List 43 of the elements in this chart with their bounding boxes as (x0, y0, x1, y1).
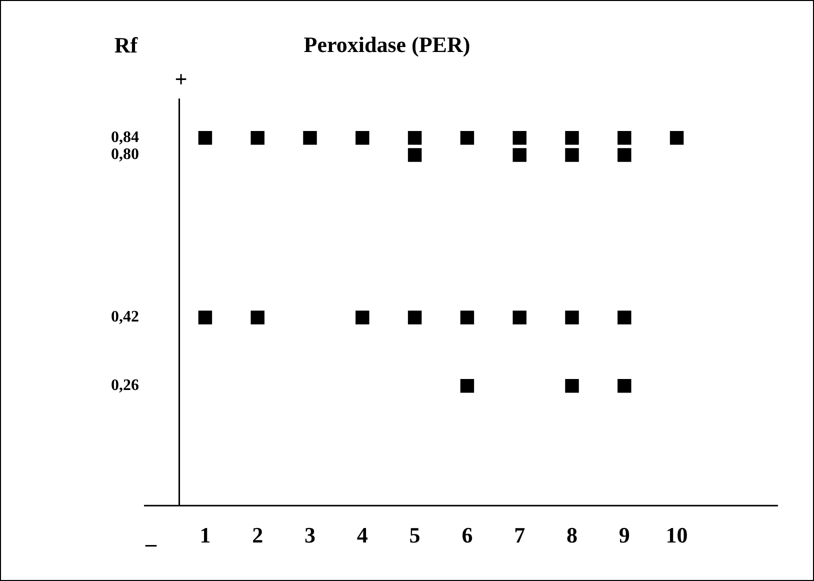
point (356, 310, 370, 324)
x-tick-label: 8 (566, 522, 578, 548)
point (565, 310, 579, 324)
point (408, 310, 422, 324)
x-tick-label: 5 (409, 522, 420, 548)
point (198, 131, 212, 145)
y-axis-title: Rf (114, 32, 138, 58)
point (460, 131, 474, 145)
point (618, 131, 632, 145)
point (408, 131, 422, 145)
point (460, 379, 474, 393)
point (250, 131, 264, 145)
point (565, 131, 579, 145)
point (618, 310, 632, 324)
point (356, 131, 370, 145)
point (460, 310, 474, 324)
point (408, 148, 422, 162)
point (303, 131, 317, 145)
point (512, 148, 526, 162)
x-tick-label: 1 (200, 522, 211, 548)
point (618, 148, 632, 162)
point (565, 379, 579, 393)
x-tick-label: 6 (462, 522, 473, 548)
y-tick-label: 0,80 (111, 146, 139, 164)
point (198, 310, 212, 324)
chart-title: Peroxidase (PER) (304, 32, 470, 57)
point (250, 310, 264, 324)
x-tick-label: 7 (514, 522, 526, 548)
point (565, 148, 579, 162)
x-tick-label: 3 (304, 522, 316, 548)
text: _ (144, 523, 158, 548)
x-tick-label: 4 (356, 522, 368, 548)
y-tick-label: 0,42 (111, 308, 139, 326)
x-tick-label: 10 (666, 522, 688, 548)
point (670, 131, 684, 145)
point (618, 379, 632, 393)
y-tick-label: 0,26 (111, 377, 139, 394)
point (512, 310, 526, 324)
text: + (174, 66, 188, 92)
point (512, 131, 526, 145)
y-tick-label: 0,84 (111, 129, 139, 146)
x-tick-label: 9 (618, 522, 630, 548)
x-tick-label: 2 (252, 522, 264, 548)
